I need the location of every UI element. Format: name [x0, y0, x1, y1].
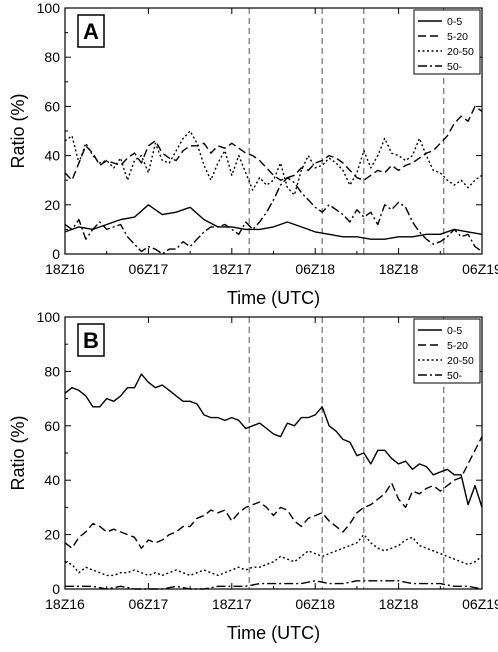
legend-label: 5-20 [447, 340, 468, 352]
x-tick-label: 06Z19 [462, 596, 498, 612]
y-tick-label: 80 [44, 363, 60, 379]
x-tick-label: 18Z18 [379, 596, 419, 612]
series-line-20-50 [64, 130, 483, 196]
series-line-0-5 [64, 373, 483, 508]
x-tick-label: 06Z18 [295, 596, 335, 612]
x-axis-label: Time (UTC) [227, 288, 320, 308]
series-line-5-20 [64, 436, 483, 549]
y-tick-label: 0 [52, 581, 60, 597]
panel-label-box [77, 323, 105, 357]
legend-label: 0-5 [447, 325, 462, 337]
y-axis-label: Ratio (%) [8, 93, 28, 168]
x-tick-label: 06Z19 [462, 261, 498, 277]
panel-b: 0 20 40 60 80 100 18Z16 06Z17 18Z17 06Z18 18Z18 06Z… [8, 309, 498, 643]
legend-label: 5-20 [447, 31, 468, 43]
x-axis-label: Time (UTC) [227, 623, 320, 643]
x-tick-label: 06Z17 [129, 596, 169, 612]
y-tick-label: 40 [44, 472, 60, 488]
y-tick-label: 60 [44, 418, 60, 434]
y-tick-label: 60 [44, 98, 60, 114]
x-tick-label: 18Z17 [212, 261, 252, 277]
y-tick-label: 40 [44, 148, 60, 164]
legend-label: 0-5 [447, 16, 462, 28]
legend-label: 20-50 [447, 355, 474, 367]
x-tick-label: 06Z18 [295, 261, 335, 277]
panel-label: B [83, 328, 99, 353]
x-tick-label: 06Z17 [129, 261, 169, 277]
legend-label: 20-50 [447, 46, 474, 58]
series-line-0-5 [64, 204, 483, 240]
y-tick-label: 80 [44, 49, 60, 65]
y-tick-label: 0 [52, 246, 60, 262]
series-line-20-50 [64, 533, 483, 577]
x-tick-label: 18Z18 [379, 261, 419, 277]
x-tick-label: 18Z16 [45, 261, 85, 277]
series-line-50- [64, 177, 483, 255]
y-tick-label: 20 [44, 197, 60, 213]
panel-a: 0 20 40 60 80 100 18Z16 06Z17 18Z17 06Z18 18Z18 06Z… [8, 0, 498, 308]
y-axis-label: Ratio (%) [8, 415, 28, 490]
x-tick-label: 18Z17 [212, 596, 252, 612]
y-tick-label: 100 [37, 0, 61, 16]
legend-label: 50- [447, 370, 463, 382]
y-tick-label: 20 [44, 527, 60, 543]
y-tick-label: 100 [37, 309, 61, 325]
x-tick-label: 18Z16 [45, 596, 85, 612]
series-line-5-20 [64, 105, 483, 181]
panel-label-box [77, 14, 105, 48]
panel-label: A [83, 19, 99, 44]
legend-label: 50- [447, 61, 463, 73]
